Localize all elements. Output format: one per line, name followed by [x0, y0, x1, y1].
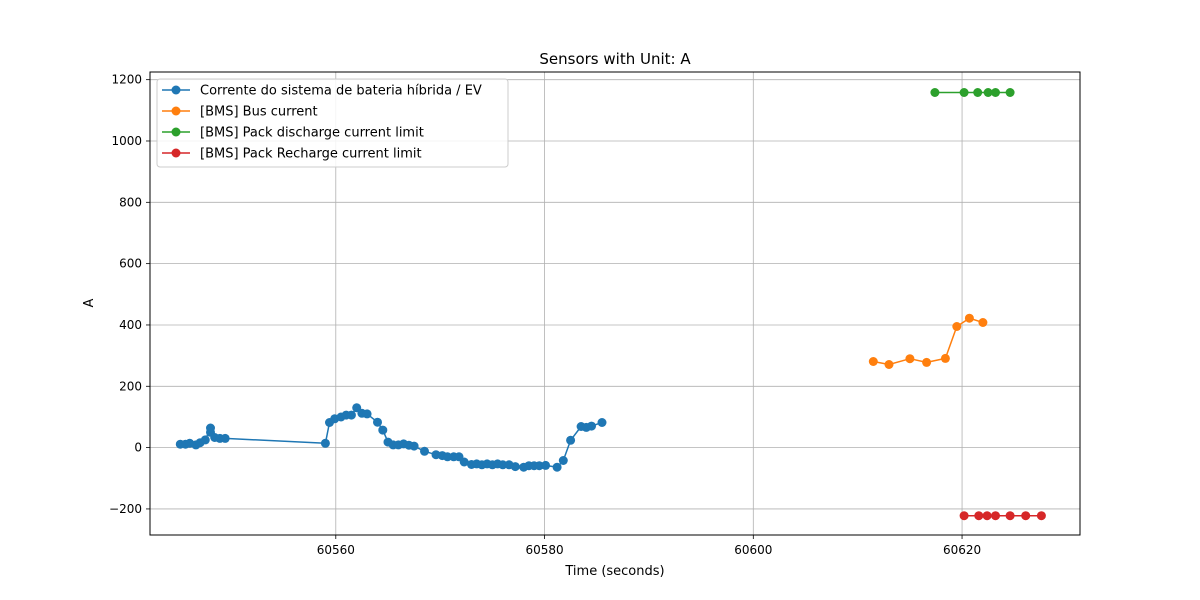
data-point [220, 433, 230, 443]
legend: Corrente do sistema de bateria híbrida /… [156, 78, 509, 168]
legend-entry: [BMS] Pack discharge current limit [162, 126, 424, 141]
legend-swatch-marker [171, 85, 181, 95]
data-point [558, 456, 568, 465]
data-point [973, 88, 983, 97]
data-point [922, 357, 932, 367]
data-point [1036, 511, 1046, 521]
y-axis: −200 0 200 400 600 800 1000 1200 [109, 73, 150, 516]
series-3 [930, 88, 1015, 97]
x-tick-label: 60620 [943, 543, 981, 557]
data-point [541, 460, 551, 470]
data-point [378, 425, 388, 435]
data-point [420, 446, 429, 456]
y-tick-label: 1000 [111, 134, 142, 148]
legend-label: [BMS] Bus current [200, 105, 318, 120]
y-tick-label: 200 [119, 379, 142, 393]
data-point [597, 418, 607, 427]
data-point [320, 438, 330, 448]
series-1 [175, 403, 607, 472]
x-tick-label: 60600 [734, 543, 772, 557]
legend-label: Corrente do sistema de bateria híbrida /… [200, 84, 482, 99]
y-axis-label: A [82, 298, 97, 307]
legend-entry: [BMS] Bus current [162, 105, 318, 120]
data-point [991, 88, 1000, 97]
data-point [940, 353, 950, 363]
data-point [1021, 511, 1031, 521]
data-point [983, 88, 993, 97]
data-point [952, 322, 962, 331]
legend-swatch-marker [171, 148, 181, 158]
x-tick-label: 60580 [525, 543, 563, 557]
y-tick-label: 400 [119, 318, 142, 332]
y-tick-label: 800 [119, 195, 142, 209]
data-point [959, 511, 969, 521]
data-point [459, 457, 469, 467]
legend-box [156, 78, 509, 168]
data-point [1005, 511, 1015, 521]
y-tick-label: 1200 [111, 73, 142, 87]
data-point [566, 435, 576, 445]
y-tick-label: 600 [119, 257, 142, 271]
data-point [930, 88, 940, 97]
data-point [905, 354, 915, 364]
plot-frame [149, 71, 1081, 536]
legend-entry: [BMS] Pack Recharge current limit [162, 147, 422, 162]
data-point [974, 511, 984, 521]
legend-swatch-marker [171, 106, 181, 116]
data-point [373, 417, 382, 427]
data-point [552, 462, 562, 472]
y-tick-label: −200 [109, 502, 142, 516]
data-point [510, 462, 520, 472]
data-point [959, 88, 969, 97]
series-4 [959, 511, 1046, 521]
x-tick-label: 60560 [317, 543, 355, 557]
data-point [587, 421, 596, 431]
data-point [868, 357, 878, 366]
series-line [180, 407, 603, 468]
x-axis-label: Time (seconds) [564, 564, 664, 579]
chart-title: Sensors with Unit: A [539, 50, 691, 68]
data-point [1005, 88, 1015, 97]
data-point [884, 360, 894, 369]
legend-swatch-marker [171, 127, 181, 137]
data-point [498, 460, 508, 470]
data-point [346, 410, 356, 420]
legend-label: [BMS] Pack discharge current limit [200, 126, 424, 141]
x-axis: 60560 60580 60600 60620 [317, 535, 981, 557]
data-point [362, 409, 372, 419]
legend-label: [BMS] Pack Recharge current limit [200, 147, 422, 162]
data-point [982, 511, 992, 521]
data-point [991, 511, 1000, 521]
data-point [409, 441, 419, 451]
data-point [964, 313, 974, 323]
y-tick-label: 0 [134, 441, 142, 455]
legend-entry: Corrente do sistema de bateria híbrida /… [162, 84, 482, 99]
data-point [200, 435, 210, 445]
data-point [443, 452, 452, 462]
data-point [978, 318, 988, 327]
series-layer [175, 88, 1046, 521]
series-2 [868, 313, 988, 369]
